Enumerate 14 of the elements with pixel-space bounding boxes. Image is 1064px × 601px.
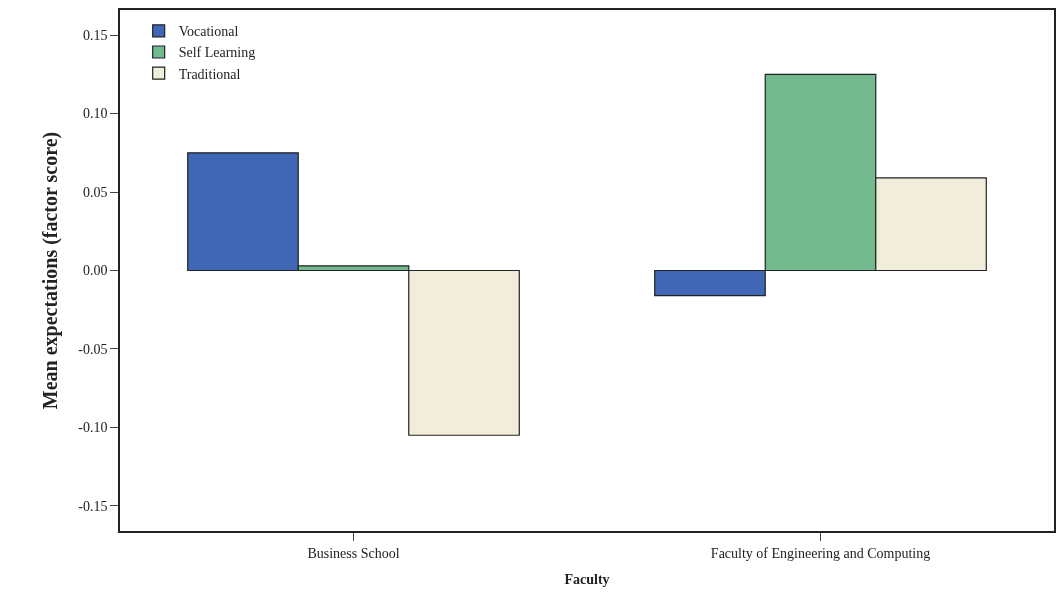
y-tick-label: 0.15 (82, 28, 108, 44)
y-tick-label: 0.05 (82, 184, 108, 200)
legend-label: Traditional (178, 66, 241, 82)
y-axis-title: Mean expectations (factor score) (39, 131, 63, 410)
y-tick-label: 0.00 (82, 263, 108, 279)
x-tick-label: Business School (307, 545, 400, 561)
x-axis-title: Faculty (564, 572, 610, 588)
legend-label: Vocational (178, 24, 239, 40)
y-tick-label: -0.15 (78, 498, 108, 514)
legend-label: Self Learning (178, 45, 256, 61)
y-tick-label: -0.05 (78, 341, 108, 357)
y-tick-label: -0.10 (78, 420, 108, 436)
x-tick-label: Faculty of Engineering and Computing (710, 545, 931, 561)
y-tick-label: 0.10 (82, 106, 108, 122)
